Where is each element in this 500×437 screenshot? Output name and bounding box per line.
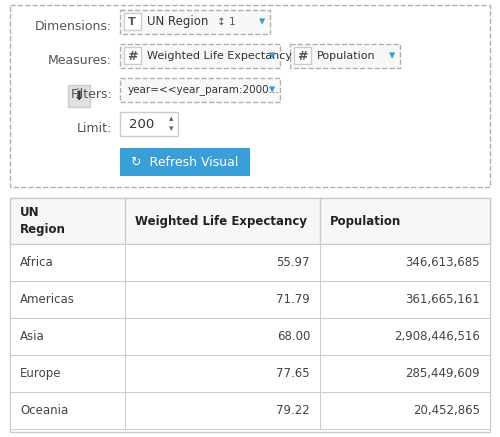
Text: T: T <box>128 17 136 27</box>
Text: ▾: ▾ <box>269 83 275 97</box>
Text: 2,908,446,516: 2,908,446,516 <box>394 330 480 343</box>
Bar <box>120 148 250 176</box>
Text: Population: Population <box>330 215 401 228</box>
Text: Filters:: Filters: <box>70 87 112 101</box>
Text: 79.22: 79.22 <box>276 404 310 417</box>
Text: Africa: Africa <box>20 256 54 269</box>
Text: 55.97: 55.97 <box>276 256 310 269</box>
Text: 285,449,609: 285,449,609 <box>406 367 480 380</box>
Text: Limit:: Limit: <box>77 121 112 135</box>
Bar <box>120 112 178 136</box>
Bar <box>10 318 490 355</box>
Text: 200: 200 <box>130 118 154 131</box>
Text: ⬇: ⬇ <box>74 90 84 103</box>
Text: ▴: ▴ <box>169 114 173 124</box>
Bar <box>120 44 280 68</box>
Text: year=<<year_param:2000...: year=<<year_param:2000... <box>128 84 280 95</box>
Text: 77.65: 77.65 <box>276 367 310 380</box>
Text: ▾: ▾ <box>259 15 265 28</box>
Bar <box>10 5 490 187</box>
Bar <box>124 47 141 64</box>
Bar <box>294 47 311 64</box>
Text: ↕ 1: ↕ 1 <box>217 17 236 27</box>
Text: Weighted Life Expectancy: Weighted Life Expectancy <box>147 51 292 61</box>
Text: #: # <box>297 49 307 62</box>
Bar <box>120 78 280 102</box>
Text: 346,613,685: 346,613,685 <box>406 256 480 269</box>
Bar <box>10 198 490 432</box>
Bar <box>10 392 490 429</box>
Bar <box>10 244 490 281</box>
Text: Oceania: Oceania <box>20 404 68 417</box>
Bar <box>124 13 141 30</box>
Text: UN
Region: UN Region <box>20 207 66 236</box>
Text: Measures:: Measures: <box>48 53 112 66</box>
Text: Americas: Americas <box>20 293 75 306</box>
Text: ▾: ▾ <box>269 49 275 62</box>
Text: 361,665,161: 361,665,161 <box>405 293 480 306</box>
Bar <box>290 44 400 68</box>
Text: ↻  Refresh Visual: ↻ Refresh Visual <box>132 156 238 169</box>
Text: Population: Population <box>317 51 376 61</box>
Text: 68.00: 68.00 <box>276 330 310 343</box>
Bar <box>10 355 490 392</box>
Text: Weighted Life Expectancy: Weighted Life Expectancy <box>135 215 307 228</box>
Bar <box>10 198 490 244</box>
Text: ▾: ▾ <box>389 49 395 62</box>
Text: ▾: ▾ <box>169 125 173 133</box>
Bar <box>120 10 270 34</box>
Text: Dimensions:: Dimensions: <box>35 20 112 32</box>
Text: 71.79: 71.79 <box>276 293 310 306</box>
Text: Europe: Europe <box>20 367 61 380</box>
Bar <box>68 85 90 107</box>
Text: 20,452,865: 20,452,865 <box>413 404 480 417</box>
Text: UN Region: UN Region <box>147 15 208 28</box>
Text: Asia: Asia <box>20 330 45 343</box>
Bar <box>10 281 490 318</box>
Text: #: # <box>127 49 137 62</box>
